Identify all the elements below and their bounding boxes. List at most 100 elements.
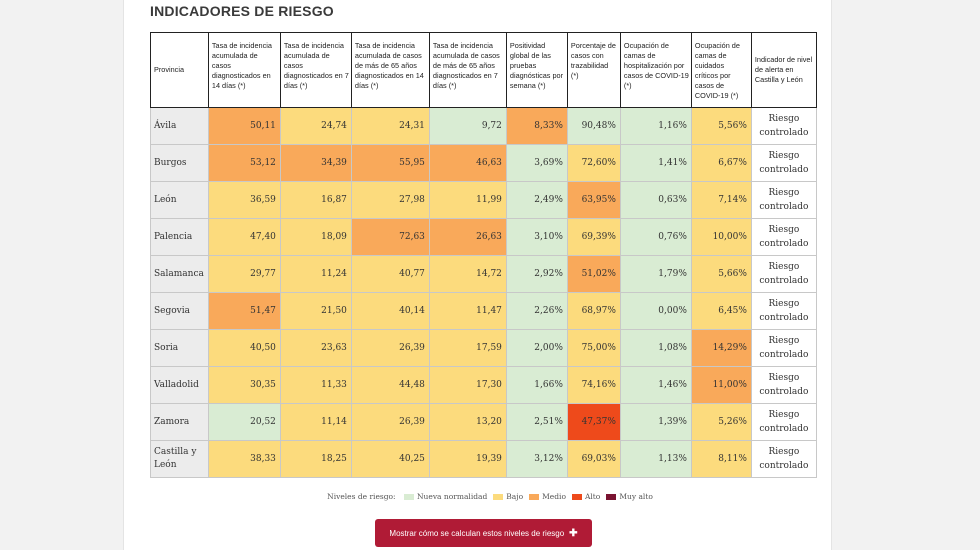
indicator-value: 1,46%	[619, 366, 692, 404]
indicator-value: 36,59	[207, 181, 281, 219]
table-row: Soria 40,50 23,63 26,39 17,59 2,00% 75,00% 1,08…	[150, 329, 817, 367]
column-header: Tasa de incidencia acumulada de casos de…	[428, 32, 507, 108]
column-header: Provincia	[150, 32, 209, 108]
legend-item-alto: Alto	[571, 492, 601, 501]
indicator-value: 5,66%	[690, 255, 752, 293]
risk-indicators-table: Provincia Tasa de incidencia acumulada d…	[150, 32, 817, 478]
province-name: León	[150, 181, 209, 219]
province-name: Palencia	[150, 218, 209, 256]
indicator-value: 3,12%	[505, 440, 568, 478]
legend-swatch	[571, 494, 582, 500]
province-name: Castilla y León	[150, 440, 209, 478]
indicator-value: 47,37%	[566, 403, 621, 441]
indicator-value: 40,77	[350, 255, 430, 293]
indicator-value: 14,29%	[690, 329, 752, 367]
indicator-value: 0,76%	[619, 218, 692, 256]
indicator-value: 8,33%	[505, 107, 568, 145]
indicator-value: 5,56%	[690, 107, 752, 145]
alert-status: Riesgo controlado	[750, 403, 817, 441]
legend-item-label: Muy alto	[619, 492, 653, 501]
legend-item-label: Nueva normalidad	[416, 492, 488, 501]
indicator-value: 20,52	[207, 403, 281, 441]
indicator-value: 75,00%	[566, 329, 621, 367]
indicator-value: 5,26%	[690, 403, 752, 441]
legend-item-nn: Nueva normalidad	[403, 492, 488, 501]
indicator-value: 63,95%	[566, 181, 621, 219]
indicator-value: 1,13%	[619, 440, 692, 478]
column-header: Tasa de incidencia acumulada de casos di…	[207, 32, 281, 108]
table-row: Ávila 50,11 24,74 24,31 9,72 8,33% 90,48% 1,16%…	[150, 107, 817, 145]
indicator-value: 6,67%	[690, 144, 752, 182]
indicator-value: 10,00%	[690, 218, 752, 256]
column-header: Ocupación de camas de hospitalización po…	[619, 32, 692, 108]
legend-item-label: Bajo	[506, 492, 524, 501]
indicator-value: 1,66%	[505, 366, 568, 404]
indicator-value: 11,14	[279, 403, 352, 441]
risk-legend: Niveles de riesgo: Nueva normalidad Bajo M…	[0, 492, 980, 501]
table-row: Salamanca 29,77 11,24 40,77 14,72 2,92% 51,02%…	[150, 255, 817, 293]
indicator-value: 7,14%	[690, 181, 752, 219]
table-row: Castilla y León 38,33 18,25 40,25 19,39 3,12%…	[150, 440, 817, 478]
indicator-value: 2,49%	[505, 181, 568, 219]
province-name: Segovia	[150, 292, 209, 330]
indicator-value: 11,99	[428, 181, 507, 219]
indicator-value: 18,09	[279, 218, 352, 256]
indicator-value: 3,10%	[505, 218, 568, 256]
indicator-value: 72,60%	[566, 144, 621, 182]
section-title: INDICADORES DE RIESGO	[150, 3, 334, 19]
indicator-value: 9,72	[428, 107, 507, 145]
province-name: Burgos	[150, 144, 209, 182]
legend-swatch	[493, 494, 504, 500]
alert-status: Riesgo controlado	[750, 440, 817, 478]
indicator-value: 11,24	[279, 255, 352, 293]
indicator-value: 0,63%	[619, 181, 692, 219]
indicator-value: 40,50	[207, 329, 281, 367]
indicator-value: 69,39%	[566, 218, 621, 256]
indicator-value: 24,31	[350, 107, 430, 145]
legend-item-label: Medio	[542, 492, 566, 501]
alert-status: Riesgo controlado	[750, 107, 817, 145]
legend-item-muyalto: Muy alto	[606, 492, 653, 501]
province-name: Ávila	[150, 107, 209, 145]
legend-swatch	[403, 494, 414, 500]
show-calculation-button[interactable]: Mostrar cómo se calculan estos niveles d…	[375, 519, 592, 547]
indicator-value: 51,47	[207, 292, 281, 330]
legend-swatch	[529, 494, 540, 500]
alert-status: Riesgo controlado	[750, 218, 817, 256]
table-row: Valladolid 30,35 11,33 44,48 17,30 1,66% 74,16…	[150, 366, 817, 404]
indicator-value: 26,63	[428, 218, 507, 256]
indicator-value: 13,20	[428, 403, 507, 441]
alert-status: Riesgo controlado	[750, 292, 817, 330]
indicator-value: 1,16%	[619, 107, 692, 145]
indicator-value: 17,30	[428, 366, 507, 404]
indicator-value: 90,48%	[566, 107, 621, 145]
indicator-value: 55,95	[350, 144, 430, 182]
alert-status: Riesgo controlado	[750, 181, 817, 219]
province-name: Soria	[150, 329, 209, 367]
indicator-value: 27,98	[350, 181, 430, 219]
column-header: Positividad global de las pruebas diagnó…	[505, 32, 568, 108]
legend-label: Niveles de riesgo:	[327, 492, 396, 501]
indicator-value: 47,40	[207, 218, 281, 256]
column-header: Ocupación de camas de cuidados críticos …	[690, 32, 752, 108]
indicator-value: 2,51%	[505, 403, 568, 441]
column-header: Indicador de nivel de alerta en Castilla…	[750, 32, 817, 108]
show-calculation-label: Mostrar cómo se calculan estos niveles d…	[389, 528, 565, 538]
indicator-value: 21,50	[279, 292, 352, 330]
indicator-value: 53,12	[207, 144, 281, 182]
legend-item-label: Alto	[584, 492, 601, 501]
indicator-value: 2,26%	[505, 292, 568, 330]
table-row: Zamora 20,52 11,14 26,39 13,20 2,51% 47,37% 1,3…	[150, 403, 817, 441]
indicator-value: 2,92%	[505, 255, 568, 293]
indicator-value: 74,16%	[566, 366, 621, 404]
province-name: Zamora	[150, 403, 209, 441]
indicator-value: 38,33	[207, 440, 281, 478]
indicator-value: 24,74	[279, 107, 352, 145]
indicator-value: 11,00%	[690, 366, 752, 404]
indicator-value: 18,25	[279, 440, 352, 478]
indicator-value: 34,39	[279, 144, 352, 182]
indicator-value: 2,00%	[505, 329, 568, 367]
indicator-value: 3,69%	[505, 144, 568, 182]
indicator-value: 23,63	[279, 329, 352, 367]
indicator-value: 1,41%	[619, 144, 692, 182]
